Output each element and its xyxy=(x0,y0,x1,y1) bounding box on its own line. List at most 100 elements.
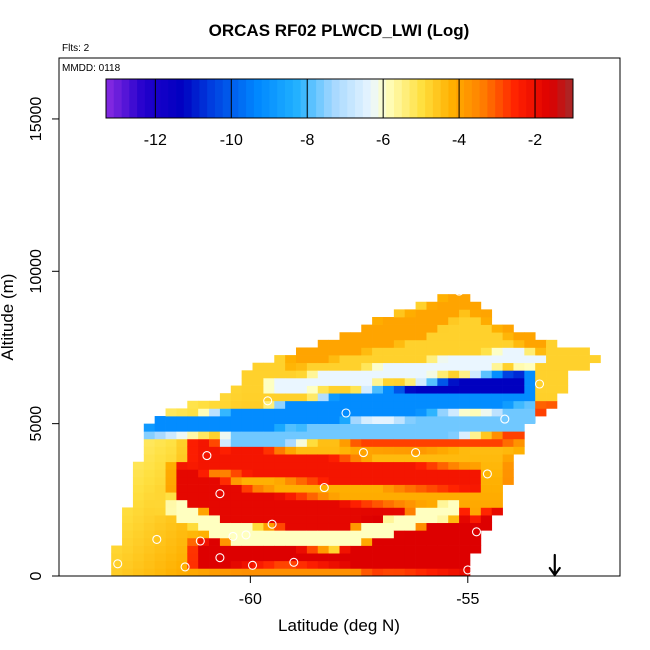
heatmap-cell xyxy=(372,332,384,341)
heatmap-cell xyxy=(448,537,460,546)
heatmap-cell xyxy=(263,553,275,562)
heatmap-cell xyxy=(328,492,340,501)
heatmap-cell xyxy=(296,408,308,417)
heatmap-cell xyxy=(306,377,319,386)
heatmap-cell xyxy=(480,385,493,394)
heatmap-cell xyxy=(502,362,514,371)
heatmap-cell xyxy=(263,377,275,386)
heatmap-cell xyxy=(491,461,503,470)
heatmap-cell xyxy=(252,507,264,516)
heatmap-cell xyxy=(459,385,471,394)
heatmap-cell xyxy=(274,454,286,463)
heatmap-cell xyxy=(274,522,286,531)
heatmap-cell xyxy=(219,537,232,546)
heatmap-cell xyxy=(132,553,145,562)
colorbar-segment xyxy=(362,79,372,118)
heatmap-cell xyxy=(382,537,395,546)
heatmap-cell xyxy=(252,484,264,493)
heatmap-cell xyxy=(306,431,319,440)
colorbar-segment xyxy=(347,79,356,118)
heatmap-cell xyxy=(426,385,438,394)
heatmap-cell xyxy=(415,446,427,455)
heatmap-cell xyxy=(437,530,449,539)
heatmap-cell xyxy=(469,446,482,455)
heatmap-cell xyxy=(252,377,264,386)
heatmap-cell xyxy=(317,385,329,394)
heatmap-cell xyxy=(426,476,438,485)
heatmap-cell xyxy=(241,423,253,432)
heatmap-cell xyxy=(209,461,221,470)
colorbar-segment xyxy=(144,79,154,118)
heatmap-cell xyxy=(448,324,460,333)
heatmap-cell xyxy=(219,469,232,478)
heatmap-cell xyxy=(459,537,471,546)
heatmap-cell xyxy=(230,438,242,447)
heatmap-cell xyxy=(132,476,145,485)
heatmap-cell xyxy=(382,530,395,539)
heatmap-cell xyxy=(393,499,406,508)
x-tick-label: -60 xyxy=(239,591,262,608)
heatmap-cell xyxy=(437,545,449,554)
heatmap-cell xyxy=(165,438,177,447)
heatmap-cell xyxy=(122,545,134,554)
heatmap-cell xyxy=(296,484,308,493)
heatmap-cell xyxy=(459,339,471,348)
heatmap-cell xyxy=(165,560,177,569)
heatmap-cell xyxy=(296,400,308,409)
heatmap-cell xyxy=(502,469,514,478)
flight-marker xyxy=(319,483,329,493)
heatmap-cell xyxy=(350,370,362,379)
heatmap-cell xyxy=(143,454,156,463)
heatmap-cell xyxy=(328,530,340,539)
colorbar-segment xyxy=(323,79,333,118)
heatmap-cell xyxy=(328,469,340,478)
heatmap-cell xyxy=(426,499,438,508)
heatmap-cell xyxy=(415,385,427,394)
heatmap-cell xyxy=(306,423,319,432)
heatmap-cell xyxy=(415,492,427,501)
heatmap-cell xyxy=(448,309,460,318)
heatmap-cell xyxy=(502,400,514,409)
heatmap-cell xyxy=(382,515,395,524)
heatmap-cell xyxy=(350,553,362,562)
heatmap-cell xyxy=(426,408,438,417)
heatmap-cell xyxy=(339,492,351,501)
heatmap-cell xyxy=(187,568,199,577)
heatmap-cell xyxy=(296,362,308,371)
heatmap-cell xyxy=(219,545,232,554)
heatmap-cell xyxy=(219,507,232,516)
heatmap-cell xyxy=(415,499,427,508)
heatmap-cell xyxy=(513,408,525,417)
heatmap-cell xyxy=(393,522,406,531)
heatmap-cell xyxy=(328,537,340,546)
heatmap-cell xyxy=(491,400,503,409)
heatmap-cell xyxy=(546,339,558,348)
heatmap-cell xyxy=(339,476,351,485)
heatmap-cell xyxy=(404,339,416,348)
heatmap-cell xyxy=(154,446,166,455)
heatmap-cell xyxy=(469,507,482,516)
heatmap-cell xyxy=(274,355,286,364)
heatmap-cell xyxy=(219,492,232,501)
heatmap-cell xyxy=(415,438,427,447)
heatmap-cell xyxy=(187,416,199,424)
heatmap-cell xyxy=(165,515,177,524)
heatmap-cell xyxy=(361,553,373,562)
heatmap-cell xyxy=(469,324,482,333)
heatmap-cell xyxy=(230,476,242,485)
heatmap-cell xyxy=(317,339,329,348)
heatmap-cell xyxy=(448,560,460,569)
heatmap-cell xyxy=(198,408,210,417)
heatmap-cell xyxy=(350,545,362,554)
heatmap-cell xyxy=(404,385,416,394)
heatmap-cell xyxy=(154,568,166,577)
flight-marker xyxy=(195,536,205,546)
heatmap-cell xyxy=(209,454,221,463)
heatmap-cell xyxy=(328,553,340,562)
heatmap-cell xyxy=(263,408,275,417)
heatmap-cell xyxy=(578,362,590,371)
heatmap-cell xyxy=(198,499,210,508)
flight-marker xyxy=(152,534,162,544)
colorbar-segment xyxy=(269,79,278,118)
heatmap-cell xyxy=(415,370,427,379)
